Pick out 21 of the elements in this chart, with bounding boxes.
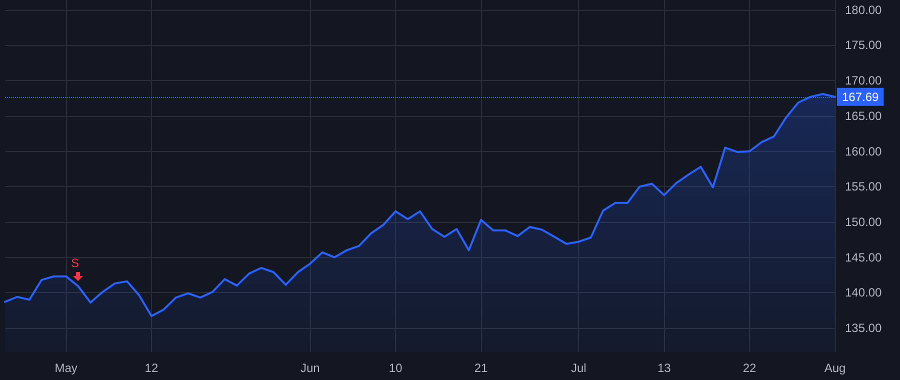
x-tick-label: May [54, 361, 78, 375]
y-tick-label: 170.00 [845, 74, 882, 88]
y-tick-label: 180.00 [845, 2, 882, 17]
y-tick-label: 165.00 [845, 108, 882, 123]
x-tick-label: 21 [474, 361, 488, 375]
x-tick-label: Aug [824, 361, 846, 375]
x-tick-label: 13 [657, 361, 672, 375]
ref-line-label: 167.69 [842, 90, 880, 104]
y-tick-label: 140.00 [845, 286, 882, 300]
x-tick-label: Jun [300, 361, 320, 375]
y-tick-label: 175.00 [845, 38, 882, 52]
x-tick-label: 10 [388, 361, 403, 375]
x-tick-label: 12 [144, 361, 158, 375]
y-tick-label: 160.00 [845, 144, 882, 158]
y-tick-label: 150.00 [845, 214, 882, 229]
x-tick-label: Jul [571, 361, 586, 375]
y-tick-label: 145.00 [845, 250, 882, 264]
annotation: S [70, 256, 80, 270]
y-tick-label: 135.00 [845, 320, 882, 335]
y-tick-label: 155.00 [845, 180, 882, 194]
x-tick-label: 22 [742, 361, 757, 375]
